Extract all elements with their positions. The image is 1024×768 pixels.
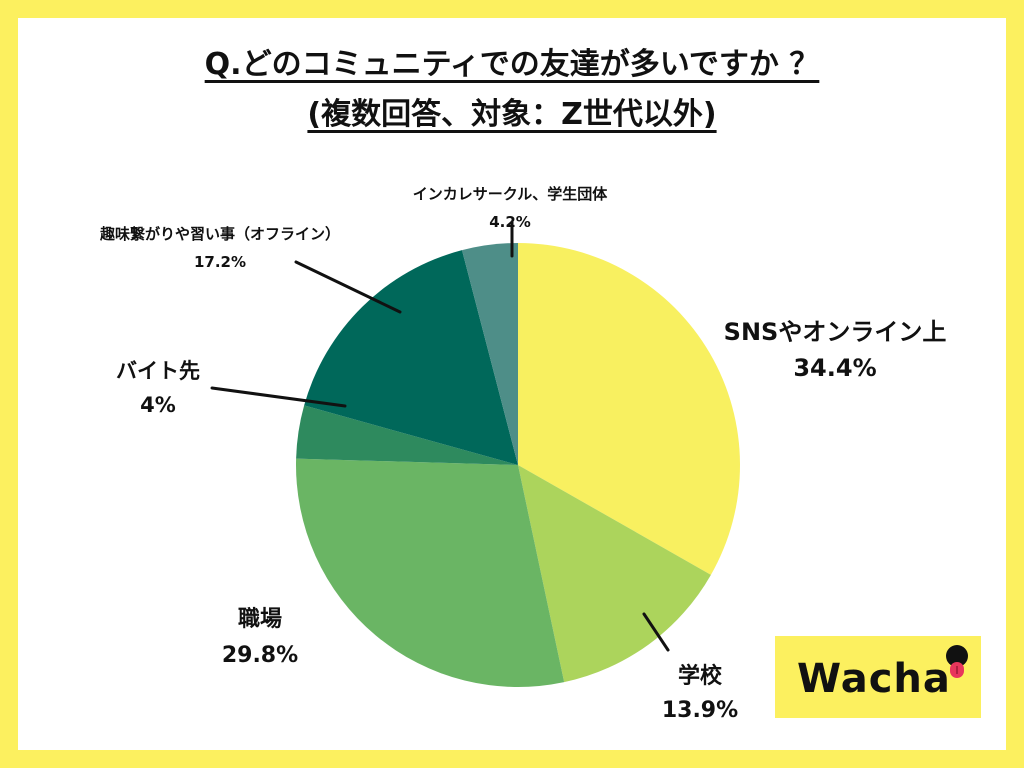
wacha-logo-text: Wacha [797, 656, 951, 702]
tongue-face-icon [946, 645, 968, 678]
pie-slice-4 [304, 250, 518, 465]
slice-label-value: 17.2% [193, 253, 247, 271]
pie-slice-0 [518, 243, 740, 575]
slice-label-name: インカレサークル、学生団体 [412, 185, 608, 203]
slice-label-name: バイト先 [116, 359, 200, 383]
pie-slice-1 [518, 465, 711, 683]
slice-label-value: 13.9% [661, 698, 739, 723]
slice-label-sns: SNSやオンライン上 34.4% [685, 314, 985, 386]
wacha-logo: Wacha [775, 636, 981, 718]
slice-label-name: 職場 [237, 607, 282, 632]
chart-title-line2: (複数回答、対象：Z世代以外) [307, 97, 717, 132]
slice-label-baito: バイト先 4% [88, 354, 228, 422]
pie-slice-2 [295, 458, 565, 687]
slice-label-work: 職場 29.8% [190, 602, 330, 674]
slice-label-value: 4% [140, 393, 176, 417]
leader-line-baito [210, 386, 347, 408]
slice-label-value: 29.8% [221, 643, 299, 668]
slice-label-school: 学校 13.9% [630, 660, 770, 728]
slice-label-value: 34.4% [793, 354, 877, 382]
pie-slice-5 [462, 243, 518, 465]
slice-label-value: 4.2% [489, 213, 531, 231]
leader-line-hobby [294, 260, 402, 314]
slice-label-circle: インカレサークル、学生団体 4.2% [320, 180, 700, 236]
slice-label-name: 学校 [677, 664, 722, 689]
slice-label-name: 趣味繋がりや習い事（オフライン） [99, 225, 340, 243]
chart-title: Q.どのコミュニティでの友達が多いですか ？ (複数回答、対象：Z世代以外) [0, 40, 1024, 140]
leader-line-school [642, 612, 670, 652]
slice-label-name: SNSやオンライン上 [723, 318, 947, 346]
pie-slice-3 [296, 405, 518, 465]
chart-title-line1: Q.どのコミュニティでの友達が多いですか ？ [204, 47, 820, 82]
slice-label-hobby: 趣味繋がりや習い事（オフライン） 17.2% [50, 220, 390, 276]
